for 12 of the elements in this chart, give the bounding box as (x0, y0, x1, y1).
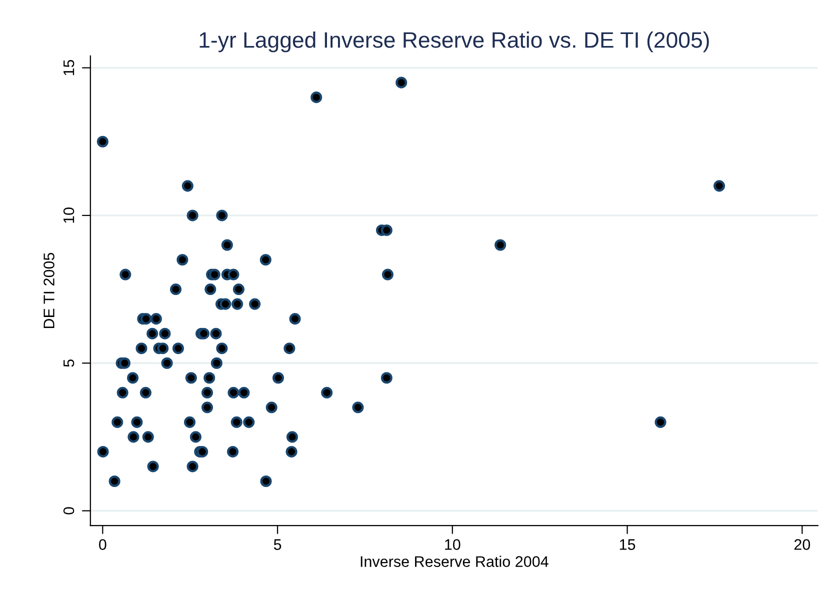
chart-title: 1-yr Lagged Inverse Reserve Ratio vs. DE TI (2005) (200, 32, 709, 52)
x-tick-label: 0 (99, 539, 106, 550)
x-tick-label: 10 (445, 539, 460, 550)
y-tick-label: 10 (63, 208, 74, 223)
y-tick-label: 5 (64, 360, 74, 367)
y-axis-title: DE TI 2005 (44, 252, 54, 328)
x-tick-label: 5 (274, 539, 282, 550)
x-tick-label: 15 (620, 539, 636, 550)
x-axis-title: Inverse Reserve Ratio 2004 (360, 556, 548, 567)
y-tick-label: 0 (63, 507, 74, 514)
y-tick-label: 15 (64, 60, 74, 76)
x-tick-label: 20 (794, 539, 810, 550)
